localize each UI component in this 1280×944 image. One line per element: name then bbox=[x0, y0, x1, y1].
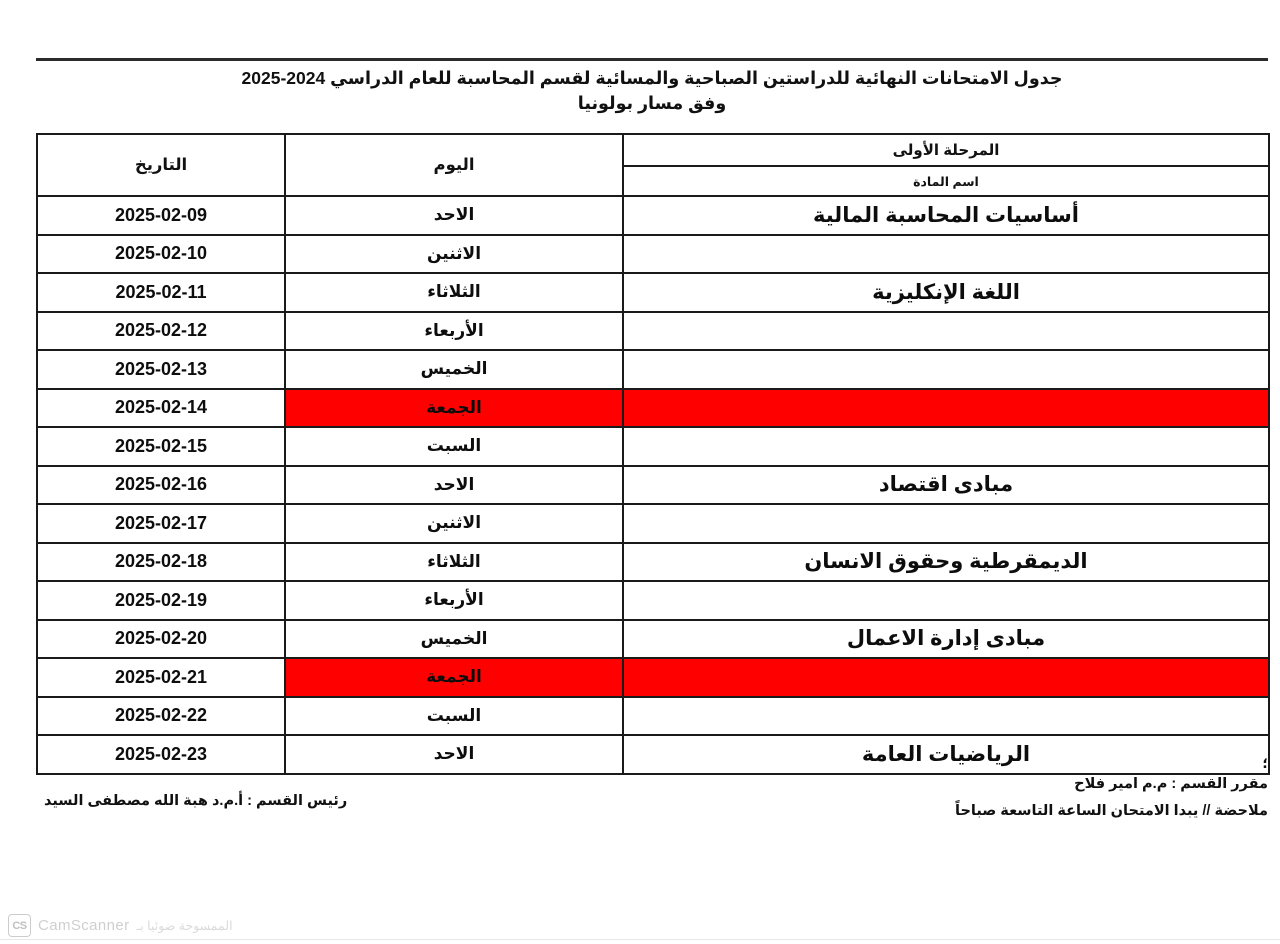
table-row: الأربعاء 2025-02-19 bbox=[36, 580, 1270, 621]
footer-right-block: ؛ مقرر القسم : م.م امير فلاح ملاحضة // ي… bbox=[568, 755, 1268, 825]
table-body: أساسيات المحاسبة المالية الاحد 2025-02-09 ا… bbox=[36, 195, 1270, 775]
cell-date: 2025-02-11 bbox=[36, 272, 286, 313]
footer-coordinator: مقرر القسم : م.م امير فلاح bbox=[1074, 776, 1268, 793]
table-row: مبادى إدارة الاعمال الخميس 2025-02-20 bbox=[36, 618, 1270, 659]
cell-subject bbox=[622, 695, 1270, 736]
camscanner-brand-label: CamScanner bbox=[38, 917, 130, 934]
cell-subject bbox=[622, 503, 1270, 544]
cell-date: 2025-02-17 bbox=[36, 503, 286, 544]
top-divider-rule bbox=[36, 58, 1268, 61]
cell-date: 2025-02-22 bbox=[36, 695, 286, 736]
exam-schedule-table: المرحلة الأولى اليوم التاريخ اسم المادة … bbox=[36, 133, 1270, 775]
cell-day: الاحد bbox=[284, 195, 624, 236]
header-row-subject: اسم المادة bbox=[37, 165, 1270, 197]
footer-note: ملاحضة // يبدا الامتحان الساعة التاسعة ص… bbox=[955, 803, 1268, 820]
cell-date: 2025-02-14 bbox=[36, 387, 286, 428]
cell-subject bbox=[622, 310, 1270, 351]
table-row: أساسيات المحاسبة المالية الاحد 2025-02-09 bbox=[36, 195, 1270, 236]
table-row: السبت 2025-02-22 bbox=[36, 695, 1270, 736]
watermark-divider bbox=[0, 939, 1280, 940]
cell-date: 2025-02-10 bbox=[36, 233, 286, 274]
camscanner-badge-icon: CS bbox=[8, 914, 31, 937]
footer-head-of-department: رئيس القسم : أ.م.د هبة الله مصطفى السيد bbox=[44, 793, 348, 809]
camscanner-arabic-label: الممسوحة ضوئيا بـ bbox=[136, 919, 233, 933]
cell-day: الجمعة bbox=[284, 657, 624, 698]
cell-date: 2025-02-21 bbox=[36, 657, 286, 698]
cell-day: الجمعة bbox=[284, 387, 624, 428]
header-day: اليوم bbox=[284, 133, 624, 197]
cell-subject bbox=[622, 657, 1270, 698]
header-stage: المرحلة الأولى bbox=[622, 133, 1270, 167]
cell-day: الاحد bbox=[284, 464, 624, 505]
cell-subject: مبادى اقتصاد bbox=[622, 464, 1270, 505]
cell-subject bbox=[622, 233, 1270, 274]
cell-day: الاثنين bbox=[284, 233, 624, 274]
cell-subject bbox=[622, 387, 1270, 428]
title-line-1: جدول الامتحانات النهائية للدراستين الصبا… bbox=[241, 68, 1063, 88]
table-row: الجمعة 2025-02-21 bbox=[36, 657, 1270, 698]
table-row: الرياضيات العامة الاحد 2025-02-23 bbox=[36, 734, 1270, 775]
cell-subject bbox=[622, 349, 1270, 390]
cell-date: 2025-02-18 bbox=[36, 541, 286, 582]
cell-date: 2025-02-12 bbox=[36, 310, 286, 351]
cell-date: 2025-02-16 bbox=[36, 464, 286, 505]
header-row-stage: المرحلة الأولى اليوم التاريخ bbox=[36, 133, 1270, 197]
cell-date: 2025-02-13 bbox=[36, 349, 286, 390]
cell-day: الثلاثاء bbox=[284, 272, 624, 313]
footer-mark: ؛ bbox=[1262, 755, 1268, 771]
cell-day: السبت bbox=[284, 695, 624, 736]
cell-subject bbox=[622, 580, 1270, 621]
table-row: الخميس 2025-02-13 bbox=[36, 349, 1270, 390]
cell-day: الاحد bbox=[284, 734, 624, 775]
cell-date: 2025-02-23 bbox=[36, 734, 286, 775]
cell-subject: أساسيات المحاسبة المالية bbox=[622, 195, 1270, 236]
document-title: جدول الامتحانات النهائية للدراستين الصبا… bbox=[36, 66, 1268, 117]
cell-date: 2025-02-15 bbox=[36, 426, 286, 467]
header-subject: اسم المادة bbox=[622, 165, 1270, 197]
cell-subject: اللغة الإنكليزية bbox=[622, 272, 1270, 313]
cell-subject bbox=[622, 426, 1270, 467]
cell-day: الثلاثاء bbox=[284, 541, 624, 582]
cell-day: الخميس bbox=[284, 618, 624, 659]
table-row: الاثنين 2025-02-10 bbox=[36, 233, 1270, 274]
cell-date: 2025-02-09 bbox=[36, 195, 286, 236]
table-row: مبادى اقتصاد الاحد 2025-02-16 bbox=[36, 464, 1270, 505]
table-row: الأربعاء 2025-02-12 bbox=[36, 310, 1270, 351]
table-row: اللغة الإنكليزية الثلاثاء 2025-02-11 bbox=[36, 272, 1270, 313]
cell-subject: الرياضيات العامة bbox=[622, 734, 1270, 775]
table-row: الجمعة 2025-02-14 bbox=[36, 387, 1270, 428]
title-line-2: وفق مسار بولونيا bbox=[577, 93, 727, 114]
cell-date: 2025-02-19 bbox=[36, 580, 286, 621]
cell-day: الاثنين bbox=[284, 503, 624, 544]
cell-subject: الديمقرطية وحقوق الانسان bbox=[622, 541, 1270, 582]
cell-date: 2025-02-20 bbox=[36, 618, 286, 659]
cell-subject: مبادى إدارة الاعمال bbox=[622, 618, 1270, 659]
table-row: الاثنين 2025-02-17 bbox=[36, 503, 1270, 544]
table-row: الديمقرطية وحقوق الانسان الثلاثاء 2025-02-… bbox=[36, 541, 1270, 582]
cell-day: الأربعاء bbox=[284, 580, 624, 621]
cell-day: الأربعاء bbox=[284, 310, 624, 351]
table-header: المرحلة الأولى اليوم التاريخ اسم المادة bbox=[36, 133, 1270, 197]
cell-day: الخميس bbox=[284, 349, 624, 390]
table-row: السبت 2025-02-15 bbox=[36, 426, 1270, 467]
camscanner-watermark: CS CamScanner الممسوحة ضوئيا بـ bbox=[8, 914, 233, 937]
cell-day: السبت bbox=[284, 426, 624, 467]
header-date: التاريخ bbox=[36, 133, 286, 197]
